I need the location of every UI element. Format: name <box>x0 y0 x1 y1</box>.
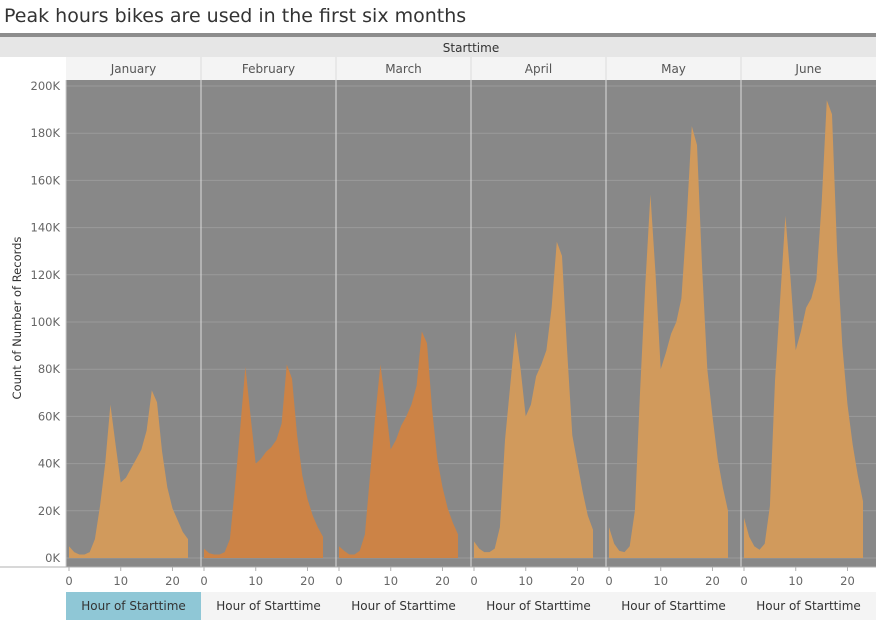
area-june <box>744 100 863 558</box>
area-february <box>204 364 323 558</box>
area-january <box>69 390 188 558</box>
x-tick-label: 10 <box>383 574 398 588</box>
y-tick-label: 60K <box>38 409 61 423</box>
footer-bg <box>471 592 606 620</box>
x-axes: 0 10 20 0 10 20 0 10 20 0 10 20 0 10 20 0 10 20 <box>0 566 876 588</box>
month-headers: January February March April May June <box>66 57 876 80</box>
y-tick-label: 140K <box>31 221 61 235</box>
footer-bg <box>336 592 471 620</box>
month-header-bg <box>336 57 471 80</box>
y-tick-label: 120K <box>31 268 61 282</box>
x-tick-label: 0 <box>605 574 612 588</box>
x-tick-label: 0 <box>740 574 747 588</box>
x-axis-footers: Hour of Starttime Hour of Starttime Hour o… <box>66 592 876 620</box>
x-tick-label: 0 <box>200 574 207 588</box>
column-header-bg <box>0 37 876 57</box>
x-axis-title: Hour of Starttime <box>486 599 591 613</box>
y-tick-label: 0K <box>45 551 60 565</box>
x-tick-label: 20 <box>300 574 315 588</box>
chart-title: Peak hours bikes are used in the first s… <box>4 5 466 27</box>
y-tick-label: 40K <box>38 457 61 471</box>
y-tick-label: 200K <box>31 79 61 93</box>
x-tick-label: 10 <box>113 574 128 588</box>
y-tick-label: 100K <box>31 315 61 329</box>
month-header-bg <box>606 57 741 80</box>
month-label: January <box>110 62 157 76</box>
month-label: March <box>385 62 422 76</box>
y-axis: 0K 20K 40K 60K 80K 100K 120K 140K 160K 180K 200K <box>31 79 67 567</box>
y-axis-title: Count of Number of Records <box>10 237 24 400</box>
x-tick-label: 10 <box>518 574 533 588</box>
month-header-bg <box>201 57 336 80</box>
month-label: April <box>525 62 552 76</box>
y-tick-label: 80K <box>38 362 61 376</box>
month-label: February <box>242 62 295 76</box>
area-march <box>339 331 458 558</box>
series-areas <box>69 100 863 559</box>
y-tick-label: 160K <box>31 173 61 187</box>
panel-dividers <box>200 57 742 567</box>
y-tick-label: 20K <box>38 504 61 518</box>
x-tick-label: 20 <box>435 574 450 588</box>
area-may <box>609 126 728 558</box>
x-tick-label: 20 <box>570 574 585 588</box>
x-tick-label: 20 <box>840 574 855 588</box>
x-tick-label: 0 <box>335 574 342 588</box>
month-header-bg <box>66 57 201 80</box>
x-axis-title: Hour of Starttime <box>216 599 321 613</box>
x-tick-label: 10 <box>788 574 803 588</box>
month-label: May <box>661 62 686 76</box>
x-tick-label: 0 <box>470 574 477 588</box>
footer-bg <box>201 592 336 620</box>
x-tick-label: 0 <box>65 574 72 588</box>
month-header-bg <box>471 57 606 80</box>
x-axis-title: Hour of Starttime <box>621 599 726 613</box>
footer-bg <box>741 592 876 620</box>
x-axis-title: Hour of Starttime <box>351 599 456 613</box>
area-april <box>474 241 593 559</box>
column-header: Starttime <box>443 41 499 55</box>
footer-bg <box>66 592 201 620</box>
title-divider <box>0 33 876 37</box>
x-tick-label: 20 <box>705 574 720 588</box>
footer-bg <box>606 592 741 620</box>
x-tick-label: 20 <box>165 574 180 588</box>
x-axis-title: Hour of Starttime <box>756 599 861 613</box>
month-label: June <box>794 62 821 76</box>
month-header-bg <box>741 57 876 80</box>
x-tick-label: 10 <box>248 574 263 588</box>
x-axis-title: Hour of Starttime <box>81 599 186 613</box>
y-tick-label: 180K <box>31 126 61 140</box>
x-tick-label: 10 <box>653 574 668 588</box>
